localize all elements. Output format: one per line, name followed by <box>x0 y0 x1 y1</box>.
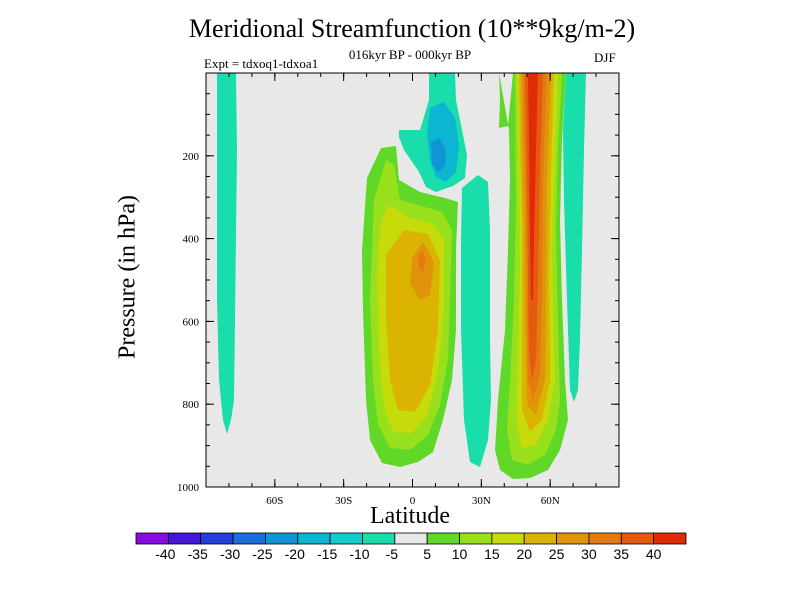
colorbar-label: -25 <box>252 546 272 562</box>
colorbar: -40 -35 -30 -25 -20 -15 -10 -5 5 10 15 20 25 30 35 40 <box>135 532 687 562</box>
x-tick-label: 60N <box>541 495 560 507</box>
colorbar-swatch <box>491 532 525 545</box>
colorbar-label: 15 <box>484 546 500 562</box>
colorbar-swatch <box>232 532 266 545</box>
colorbar-swatch <box>265 532 299 545</box>
colorbar-swatch <box>135 532 169 545</box>
colorbar-swatch <box>523 532 557 545</box>
colorbar-swatch <box>167 532 202 545</box>
colorbar-label: 5 <box>423 546 431 562</box>
axis-ticks: 60S 30S 0 30N 60N 200 400 600 800 1000 <box>177 72 620 507</box>
colorbar-label: -30 <box>220 546 240 562</box>
colorbar-label: -20 <box>285 546 305 562</box>
colorbar-label: 35 <box>614 546 630 562</box>
colorbar-swatch <box>394 532 428 545</box>
colorbar-label: -5 <box>386 546 399 562</box>
y-tick-label: 800 <box>183 399 200 411</box>
x-axis-label: Latitude <box>370 503 450 529</box>
colorbar-label: -15 <box>317 546 337 562</box>
x-tick-label: 30S <box>335 495 352 507</box>
contour-fills <box>217 73 586 479</box>
colorbar-swatch <box>588 532 622 545</box>
colorbar-swatch <box>297 532 331 545</box>
colorbar-swatch <box>653 532 687 545</box>
colorbar-swatch <box>556 532 590 545</box>
x-tick-label: 60S <box>266 495 283 507</box>
colorbar-label: 30 <box>581 546 597 562</box>
colorbar-swatch <box>200 532 234 545</box>
colorbar-label: 20 <box>516 546 532 562</box>
colorbar-label: -10 <box>349 546 369 562</box>
colorbar-swatch <box>459 532 493 545</box>
colorbar-swatch <box>329 532 363 545</box>
x-tick-label: 0 <box>410 495 416 507</box>
x-tick-label: 30N <box>472 495 491 507</box>
colorbar-label: -40 <box>155 546 175 562</box>
experiment-label: Expt = tdxoq1-tdxoa1 <box>204 56 319 71</box>
season-label: DJF <box>594 50 616 65</box>
y-tick-label: 400 <box>183 234 200 246</box>
colorbar-swatch <box>426 532 460 545</box>
colorbar-label: 40 <box>646 546 662 562</box>
contour-south-polar-cell <box>217 73 237 434</box>
chart-subtitle: 016kyr BP - 000kyr BP <box>348 47 472 62</box>
contour-upper-tropical-neg-core <box>431 138 446 172</box>
colorbar-swatch <box>362 532 396 545</box>
colorbar-label: 25 <box>549 546 565 562</box>
contour-north-pos-40 <box>528 73 538 300</box>
contour-subarctic-neg-cell <box>563 73 586 402</box>
contour-north-neg-cell <box>461 175 491 467</box>
colorbar-label: -35 <box>188 546 208 562</box>
contour-tropical-pos-30 <box>418 250 426 272</box>
y-tick-label: 1000 <box>177 482 200 494</box>
colorbar-swatch <box>620 532 655 545</box>
chart-title: Meridional Streamfunction (10**9kg/m-2) <box>188 14 636 43</box>
y-tick-label: 600 <box>183 316 200 328</box>
colorbar-label: 10 <box>452 546 468 562</box>
y-tick-label: 200 <box>183 151 200 163</box>
